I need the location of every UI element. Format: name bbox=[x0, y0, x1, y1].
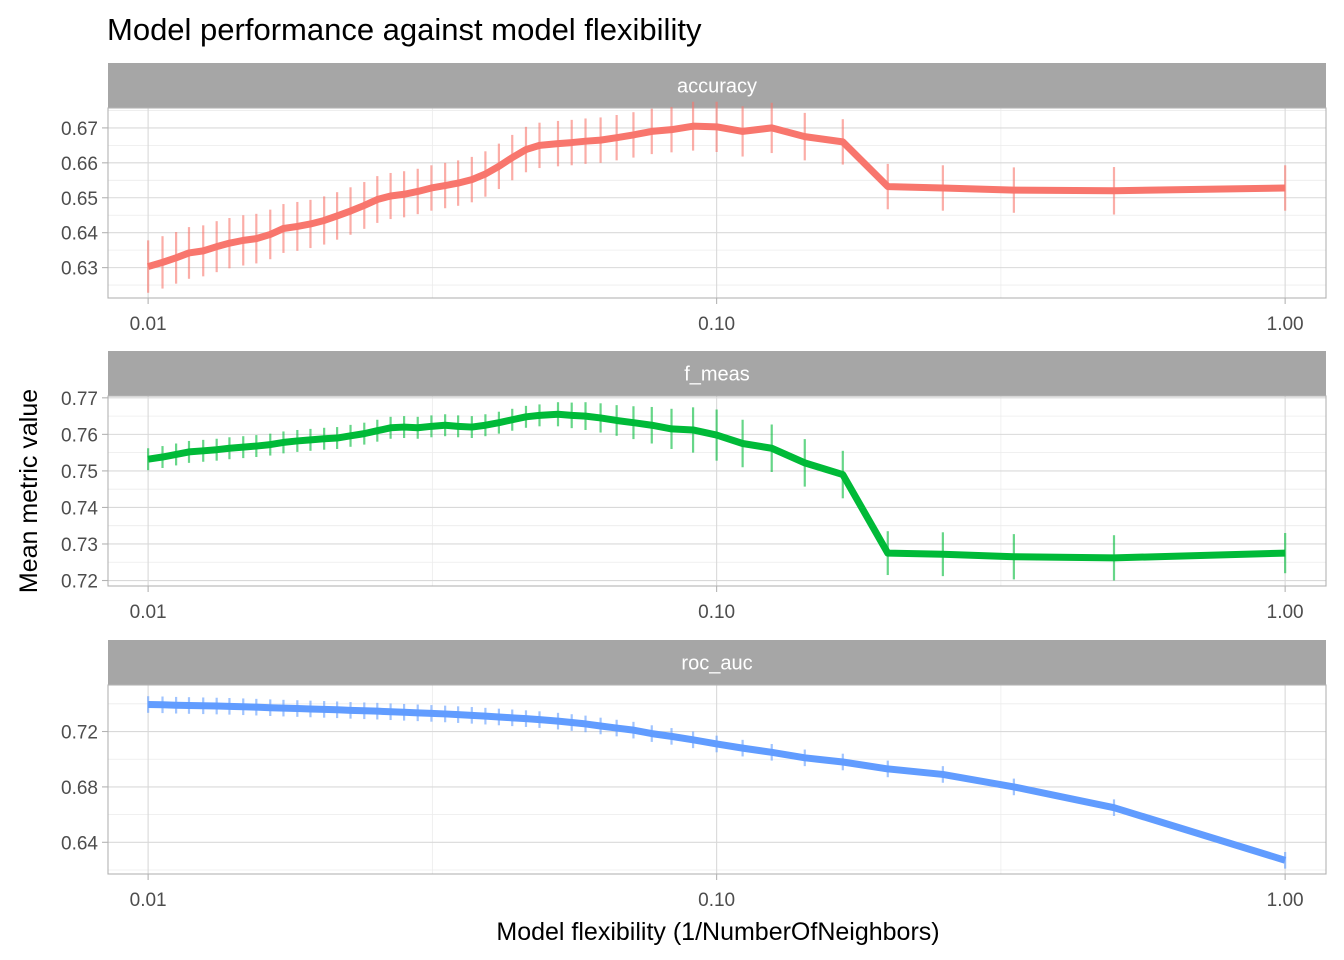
strip-roc_auc bbox=[108, 640, 1326, 685]
series-line-roc_auc bbox=[148, 701, 1287, 864]
y-tick-label-0: 0.64 bbox=[61, 833, 98, 854]
y-tick-label-0: 0.72 bbox=[61, 572, 98, 593]
x-tick-label-2: 1.00 bbox=[1267, 890, 1304, 911]
strip-f_meas bbox=[108, 351, 1326, 396]
y-tick-label-4: 0.76 bbox=[61, 425, 98, 446]
y-tick-label-2: 0.65 bbox=[61, 189, 98, 210]
y-tick-label-3: 0.66 bbox=[61, 154, 98, 175]
y-tick-label-2: 0.72 bbox=[61, 723, 98, 744]
strip-label-roc_auc: roc_auc bbox=[681, 653, 752, 675]
x-tick-label-1: 0.10 bbox=[698, 314, 735, 335]
x-tick-label-0: 0.01 bbox=[130, 890, 167, 911]
series-line-f_meas bbox=[147, 410, 1286, 562]
y-tick-label-1: 0.64 bbox=[61, 224, 98, 245]
y-axis-title: Mean metric value bbox=[15, 389, 43, 593]
x-tick-label-0: 0.01 bbox=[130, 314, 167, 335]
x-tick-label-0: 0.01 bbox=[130, 602, 167, 623]
y-tick-label-4: 0.67 bbox=[61, 119, 98, 140]
y-tick-label-0: 0.63 bbox=[61, 259, 98, 280]
y-tick-label-1: 0.73 bbox=[61, 535, 98, 556]
panel-border-roc_auc bbox=[107, 684, 1327, 875]
x-tick-label-1: 0.10 bbox=[698, 602, 735, 623]
strip-label-f_meas: f_meas bbox=[684, 364, 750, 386]
panel-border-f_meas bbox=[107, 395, 1327, 587]
x-axis-title: Model flexibility (1/NumberOfNeighbors) bbox=[496, 918, 939, 946]
x-tick-label-1: 0.10 bbox=[698, 890, 735, 911]
y-tick-label-2: 0.74 bbox=[61, 498, 98, 519]
strip-label-accuracy: accuracy bbox=[677, 76, 757, 98]
x-tick-label-2: 1.00 bbox=[1267, 314, 1304, 335]
panels: accuracy 0.01 0.10 1.00 0.63 0.64 0.65 0.66 0.67… bbox=[61, 63, 1327, 911]
y-tick-label-3: 0.75 bbox=[61, 462, 98, 483]
chart-title: Model performance against model flexibil… bbox=[107, 12, 702, 47]
panel-f_meas: f_meas 0.01 0.10 1.00 0.72 0.73 0.74 0.75 0.76 0.… bbox=[61, 351, 1327, 623]
panel-accuracy: accuracy 0.01 0.10 1.00 0.63 0.64 0.65 0.66 0.67 bbox=[61, 63, 1327, 335]
panel-roc_auc: roc_auc 0.01 0.10 1.00 0.64 0.68 0.72 bbox=[61, 640, 1327, 911]
y-tick-label-5: 0.77 bbox=[61, 389, 98, 410]
x-tick-label-2: 1.00 bbox=[1267, 602, 1304, 623]
series-line-accuracy bbox=[147, 122, 1286, 270]
y-tick-label-1: 0.68 bbox=[61, 778, 98, 799]
strip-accuracy bbox=[108, 63, 1326, 108]
